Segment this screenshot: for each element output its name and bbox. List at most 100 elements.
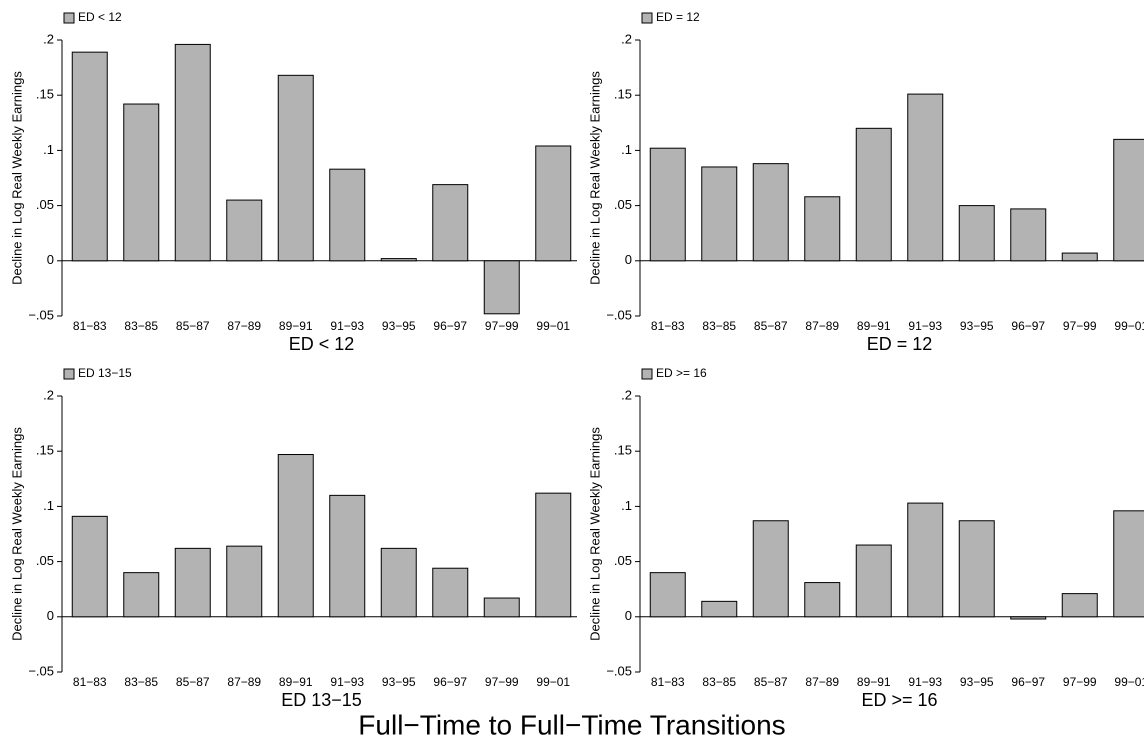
y-tick-label: .05 bbox=[36, 553, 54, 568]
bar bbox=[174, 43, 211, 262]
x-tick-label: 85−87 bbox=[176, 319, 210, 333]
y-tick-label: −.05 bbox=[28, 663, 54, 678]
bar bbox=[535, 145, 572, 262]
bar bbox=[1010, 208, 1047, 262]
bar bbox=[701, 166, 738, 262]
y-tick-label: .15 bbox=[36, 87, 54, 102]
chart-title: Full−Time to Full−Time Transitions bbox=[358, 709, 785, 740]
bar bbox=[855, 127, 892, 262]
bar bbox=[855, 544, 892, 618]
panel: −.05 0 .05 .1 .15 .2 Decline in Log Real Weekl… bbox=[587, 10, 1144, 354]
bar bbox=[380, 258, 417, 262]
x-tick-label: 99−01 bbox=[536, 319, 570, 333]
bar bbox=[1061, 593, 1098, 618]
bar bbox=[649, 147, 686, 262]
y-tick-label: −.05 bbox=[606, 663, 632, 678]
bar bbox=[329, 168, 366, 262]
x-tick-label: 89−91 bbox=[857, 319, 891, 333]
x-axis-title: ED >= 16 bbox=[861, 690, 937, 710]
x-tick-label: 97−99 bbox=[1063, 319, 1097, 333]
panel: −.05 0 .05 .1 .15 .2 Decline in Log Real Weekl… bbox=[9, 366, 577, 710]
legend-swatch bbox=[63, 368, 75, 380]
y-tick-label: .15 bbox=[614, 87, 632, 102]
x-tick-label: 87−89 bbox=[805, 675, 839, 689]
x-axis-title: ED = 12 bbox=[867, 334, 933, 354]
bar bbox=[174, 547, 211, 618]
x-tick-label: 96−97 bbox=[433, 319, 467, 333]
bar bbox=[649, 572, 686, 618]
legend-swatch bbox=[641, 12, 653, 24]
y-tick-label: .2 bbox=[621, 31, 632, 46]
bar bbox=[958, 520, 995, 618]
y-tick-label: 0 bbox=[47, 608, 54, 623]
bar bbox=[1010, 616, 1047, 620]
x-tick-label: 87−89 bbox=[227, 675, 261, 689]
x-tick-label: 81−83 bbox=[651, 319, 685, 333]
x-tick-label: 85−87 bbox=[176, 675, 210, 689]
y-tick-label: .1 bbox=[43, 498, 54, 513]
bar bbox=[535, 492, 572, 618]
x-tick-label: 83−85 bbox=[702, 319, 736, 333]
bar bbox=[226, 545, 263, 618]
bar bbox=[329, 494, 366, 618]
x-tick-label: 97−99 bbox=[1063, 675, 1097, 689]
legend-label: ED 13−15 bbox=[78, 366, 132, 380]
x-tick-label: 91−93 bbox=[908, 319, 942, 333]
x-axis-title: ED < 12 bbox=[289, 334, 355, 354]
x-tick-label: 99−01 bbox=[536, 675, 570, 689]
y-tick-label: 0 bbox=[625, 252, 632, 267]
bar bbox=[483, 597, 520, 618]
y-tick-label: 0 bbox=[47, 252, 54, 267]
x-tick-label: 89−91 bbox=[279, 675, 313, 689]
x-tick-label: 97−99 bbox=[485, 675, 519, 689]
x-tick-label: 96−97 bbox=[1011, 675, 1045, 689]
x-tick-label: 91−93 bbox=[330, 675, 364, 689]
bar bbox=[804, 196, 841, 262]
x-tick-label: 89−91 bbox=[279, 319, 313, 333]
bar bbox=[1113, 138, 1144, 262]
bar bbox=[277, 74, 314, 262]
bar bbox=[483, 260, 520, 315]
bar bbox=[1113, 510, 1144, 618]
x-tick-label: 93−95 bbox=[960, 319, 994, 333]
y-axis-title: Decline in Log Real Weekly Earnings bbox=[587, 427, 602, 641]
bar bbox=[1061, 252, 1098, 262]
x-tick-label: 85−87 bbox=[754, 319, 788, 333]
x-tick-label: 93−95 bbox=[382, 675, 416, 689]
y-tick-label: .2 bbox=[43, 387, 54, 402]
legend-label: ED >= 16 bbox=[656, 366, 707, 380]
y-tick-label: 0 bbox=[625, 608, 632, 623]
x-tick-label: 96−97 bbox=[433, 675, 467, 689]
y-tick-label: .05 bbox=[614, 197, 632, 212]
bar bbox=[277, 454, 314, 618]
x-tick-label: 97−99 bbox=[485, 319, 519, 333]
x-tick-label: 81−83 bbox=[73, 675, 107, 689]
y-tick-label: .1 bbox=[621, 498, 632, 513]
y-tick-label: .1 bbox=[43, 142, 54, 157]
y-tick-label: .05 bbox=[614, 553, 632, 568]
bar bbox=[71, 515, 108, 618]
y-tick-label: .2 bbox=[43, 31, 54, 46]
x-tick-label: 96−97 bbox=[1011, 319, 1045, 333]
y-tick-label: .05 bbox=[36, 197, 54, 212]
x-tick-label: 81−83 bbox=[73, 319, 107, 333]
bar bbox=[701, 600, 738, 618]
bar bbox=[958, 205, 995, 262]
y-tick-label: .15 bbox=[614, 443, 632, 458]
bar bbox=[752, 163, 789, 262]
y-tick-label: −.05 bbox=[606, 307, 632, 322]
panel: −.05 0 .05 .1 .15 .2 Decline in Log Real Weekl… bbox=[9, 10, 577, 354]
x-tick-label: 91−93 bbox=[908, 675, 942, 689]
bar bbox=[226, 199, 263, 262]
x-tick-label: 85−87 bbox=[754, 675, 788, 689]
x-tick-label: 99−01 bbox=[1114, 319, 1144, 333]
y-tick-label: .15 bbox=[36, 443, 54, 458]
y-tick-label: −.05 bbox=[28, 307, 54, 322]
x-tick-label: 91−93 bbox=[330, 319, 364, 333]
bar bbox=[71, 51, 108, 262]
bar bbox=[804, 582, 841, 618]
x-tick-label: 93−95 bbox=[382, 319, 416, 333]
x-tick-label: 87−89 bbox=[227, 319, 261, 333]
legend-swatch bbox=[641, 368, 653, 380]
